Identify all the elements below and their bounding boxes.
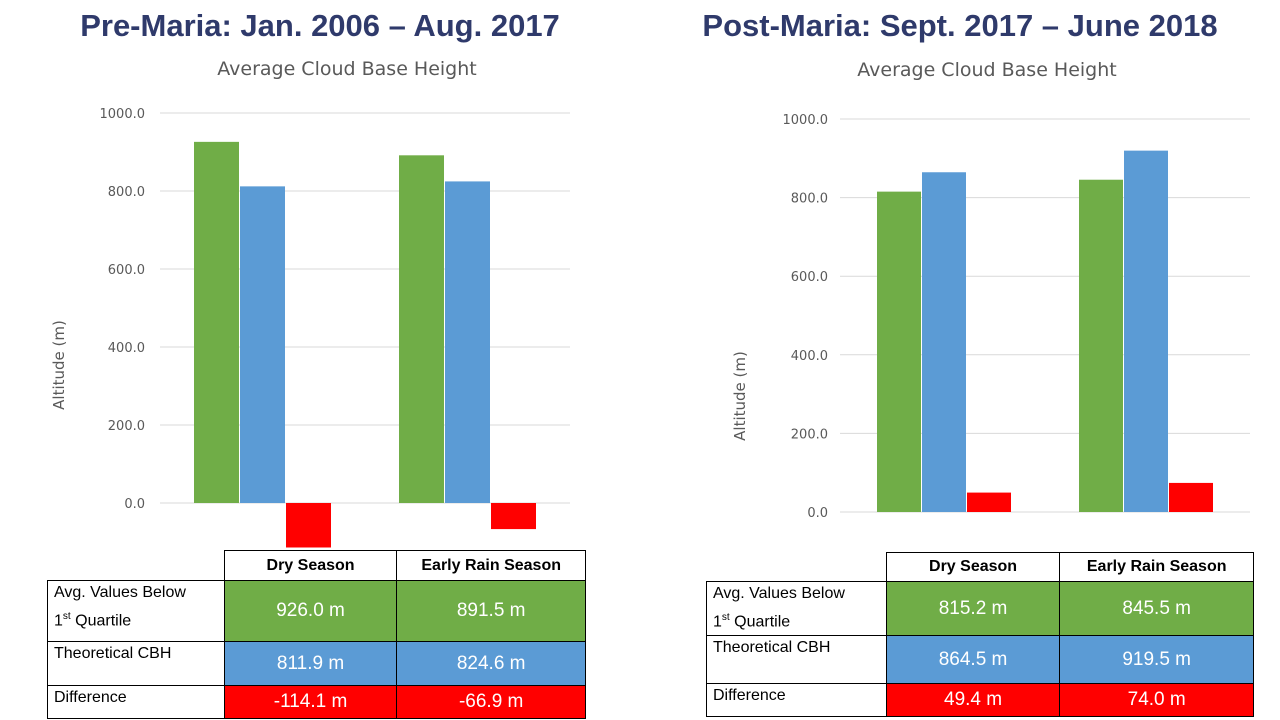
table-row: Difference 49.4 m 74.0 m	[706, 683, 1254, 717]
row-label-avg-below-q1: Avg. Values Below 1st Quartile	[706, 581, 887, 636]
table-row: Avg. Values Below 1st Quartile 926.0 m 89…	[47, 580, 586, 642]
cell-value: 74.0 m	[1059, 683, 1254, 717]
row-label-avg-below-q1: Avg. Values Below 1st Quartile	[47, 580, 225, 642]
data-table-post-maria: Dry Season Early Rain Season Avg. Values…	[706, 552, 1254, 717]
y-tick-label: 200.0	[108, 419, 145, 434]
panel-title: Pre-Maria: Jan. 2006 – Aug. 2017	[80, 8, 560, 43]
data-table-pre-maria: Dry Season Early Rain Season Avg. Values…	[47, 550, 586, 719]
y-tick-label: 400.0	[108, 341, 145, 356]
row-label-number: 1	[713, 613, 722, 631]
y-tick-label: 800.0	[108, 185, 145, 200]
table-row: Difference -114.1 m -66.9 m	[47, 685, 586, 719]
bar	[922, 172, 966, 512]
table-corner	[47, 550, 225, 581]
y-axis-label: Altitude (m)	[731, 351, 749, 441]
table-corner	[706, 552, 887, 582]
row-label-superscript: st	[721, 612, 730, 623]
row-label-text: Quartile	[70, 612, 132, 630]
y-tick-label: 400.0	[791, 349, 828, 364]
bar	[967, 492, 1011, 512]
row-label-theoretical-cbh: Theoretical CBH	[706, 635, 887, 684]
cell-value: 49.4 m	[885, 683, 1061, 717]
row-label-text: Quartile	[729, 613, 791, 631]
y-tick-label: 200.0	[791, 427, 828, 442]
y-axis-label: Altitude (m)	[50, 320, 68, 410]
cell-value: 891.5 m	[396, 580, 586, 642]
y-tick-label: 800.0	[791, 192, 828, 207]
y-tick-label: 600.0	[108, 263, 145, 278]
column-header-dry-season: Dry Season	[223, 550, 398, 581]
pre-maria-panel: Pre-Maria: Jan. 2006 – Aug. 2017 Average…	[47, 8, 586, 719]
table-row: Theoretical CBH 864.5 m 919.5 m	[706, 635, 1254, 684]
bar	[1169, 482, 1213, 512]
bar	[240, 186, 285, 503]
bar	[1124, 150, 1168, 512]
row-label-theoretical-cbh: Theoretical CBH	[47, 641, 225, 686]
row-label-superscript: st	[62, 611, 71, 622]
y-tick-label: 600.0	[791, 270, 828, 285]
bar	[194, 141, 239, 504]
bar	[286, 503, 331, 548]
bar	[877, 191, 921, 512]
cell-value: 815.2 m	[885, 581, 1061, 636]
cell-value: -66.9 m	[396, 685, 586, 719]
row-label-difference: Difference	[47, 685, 225, 719]
cell-value: 864.5 m	[885, 635, 1061, 684]
cell-value: 845.5 m	[1059, 581, 1254, 636]
bar	[491, 503, 536, 530]
chart-title: Average Cloud Base Height	[857, 59, 1117, 81]
panel-title: Post-Maria: Sept. 2017 – June 2018	[702, 8, 1218, 43]
chart-title: Average Cloud Base Height	[217, 58, 477, 80]
cell-value: -114.1 m	[223, 685, 398, 719]
bar	[1079, 179, 1123, 512]
bar	[399, 155, 444, 503]
y-tick-label: 0.0	[807, 506, 828, 521]
cell-value: 919.5 m	[1059, 635, 1254, 684]
bar	[445, 181, 490, 503]
row-label-text: Avg. Values Below	[713, 585, 845, 602]
y-tick-label: 1000.0	[783, 113, 829, 128]
column-header-early-rain-season: Early Rain Season	[396, 550, 586, 581]
cell-value: 926.0 m	[223, 580, 398, 642]
y-tick-label: 1000.0	[100, 107, 146, 122]
row-label-text: Avg. Values Below	[54, 584, 186, 601]
table-row: Avg. Values Below 1st Quartile 815.2 m 84…	[706, 581, 1254, 636]
post-maria-panel: Post-Maria: Sept. 2017 – June 2018 Avera…	[640, 0, 1280, 720]
y-tick-label: 0.0	[124, 497, 145, 512]
column-header-early-rain-season: Early Rain Season	[1059, 552, 1254, 582]
row-label-number: 1	[54, 612, 63, 630]
bar-chart-post-maria: Altitude (m) 0.0 200.0 400.0 600.0 800.0 1000…	[731, 113, 1250, 521]
table-row: Theoretical CBH 811.9 m 824.6 m	[47, 641, 586, 686]
row-label-difference: Difference	[706, 683, 887, 717]
cell-value: 811.9 m	[223, 641, 398, 686]
cell-value: 824.6 m	[396, 641, 586, 686]
column-header-dry-season: Dry Season	[885, 552, 1061, 582]
bar-chart-pre-maria: Altitude (m) 0.0 200.0 400.0 600.0 800.0 1000…	[50, 107, 570, 548]
